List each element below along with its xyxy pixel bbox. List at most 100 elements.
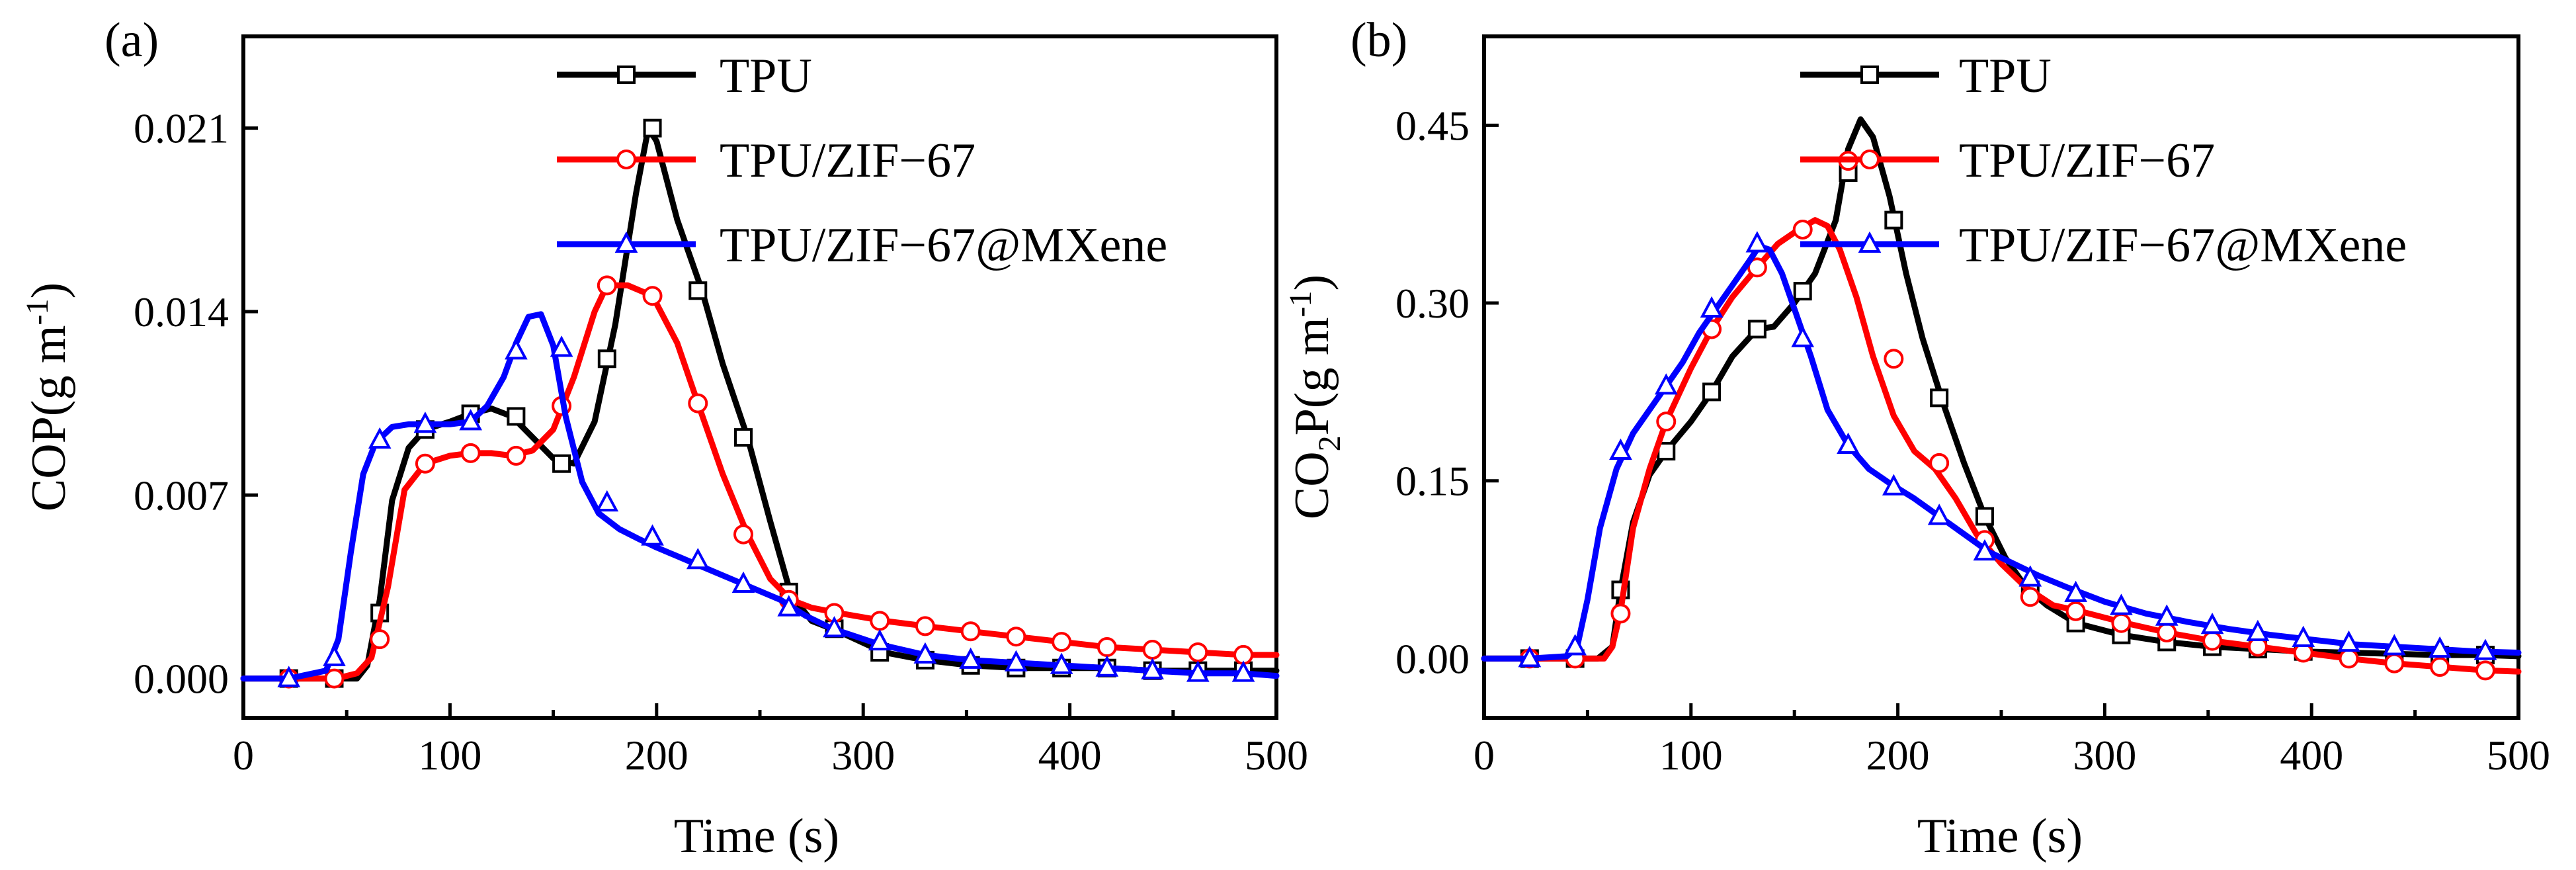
data-point xyxy=(1188,642,1208,662)
data-point xyxy=(368,427,392,449)
data-point xyxy=(507,407,526,426)
data-point xyxy=(2064,580,2087,602)
x-tick-label: 400 xyxy=(1038,732,1102,779)
data-point xyxy=(370,629,390,650)
data-point xyxy=(733,524,754,544)
legend-label: TPU xyxy=(1959,49,2052,103)
x-tick-label: 200 xyxy=(625,732,688,779)
data-point xyxy=(870,611,890,631)
y-axis-label-sup: -1 xyxy=(1283,291,1318,318)
series-line xyxy=(1481,116,2522,662)
x-tick-label: 0 xyxy=(1474,732,1495,779)
data-point xyxy=(595,490,619,512)
y-tick-label: 0.007 xyxy=(134,472,229,519)
data-point xyxy=(2157,623,2177,643)
data-point xyxy=(2339,648,2359,669)
y-axis-label-sub: 2 xyxy=(1312,435,1347,451)
series-triangle xyxy=(240,311,1280,687)
x-tick-label: 500 xyxy=(1245,732,1308,779)
data-point xyxy=(1050,652,1073,674)
legend-marker xyxy=(617,65,636,84)
y-axis-label-tail: ) xyxy=(1285,275,1339,291)
data-point xyxy=(1973,539,1997,561)
y-axis-label-sup: -1 xyxy=(20,299,55,326)
data-point xyxy=(2202,631,2223,651)
x-tick-label: 100 xyxy=(1659,732,1723,779)
data-point xyxy=(323,644,346,666)
data-point xyxy=(1563,634,1587,656)
data-point xyxy=(2018,565,2042,587)
data-point xyxy=(1006,627,1026,647)
x-tick-label: 100 xyxy=(418,732,481,779)
data-point xyxy=(2020,587,2040,607)
legend-marker xyxy=(616,150,636,169)
x-axis-label: Time (s) xyxy=(1917,809,2083,863)
data-point xyxy=(2382,634,2406,656)
series-triangle xyxy=(1481,231,2522,668)
data-point xyxy=(552,454,571,473)
y-tick-label: 0.000 xyxy=(134,656,229,703)
data-point xyxy=(1141,658,1164,679)
data-point xyxy=(1610,603,1631,624)
y-axis-label-base: COP(g m xyxy=(22,325,76,511)
legend-entry: TPU xyxy=(557,49,812,103)
data-point xyxy=(1186,660,1210,682)
legend-entry: TPU/ZIF−67 xyxy=(1800,134,2215,188)
data-point xyxy=(2428,636,2452,658)
data-point xyxy=(1882,474,1905,496)
series-square xyxy=(1481,116,2522,668)
data-point xyxy=(1927,503,1951,525)
data-point xyxy=(2473,638,2497,660)
data-point xyxy=(413,412,437,433)
x-tick-label: 300 xyxy=(2073,732,2136,779)
x-tick-label: 0 xyxy=(233,732,254,779)
data-point xyxy=(1884,349,1904,369)
legend-label: TPU/ZIF−67@MXene xyxy=(720,218,1167,273)
data-point xyxy=(1656,412,1677,432)
x-tick-label: 300 xyxy=(831,732,895,779)
data-point xyxy=(1791,326,1815,347)
x-tick-label: 400 xyxy=(2280,732,2343,779)
data-point xyxy=(2110,593,2133,615)
series-line xyxy=(240,125,1280,682)
data-point xyxy=(1745,231,1769,253)
data-point xyxy=(1700,296,1724,318)
legend-label: TPU/ZIF−67@MXene xyxy=(1959,218,2407,273)
series-square xyxy=(240,118,1280,688)
legend-entry: TPU/ZIF−67 xyxy=(557,134,976,188)
data-point xyxy=(2246,619,2270,642)
legend-marker xyxy=(1858,231,1882,253)
axes: 0 100 200 300 400 500 0.000 0.007 0.014 0.021 xyxy=(134,34,1308,779)
x-axis-label: Time (s) xyxy=(674,809,839,863)
data-point xyxy=(505,338,528,360)
axes: 0 100 200 300 400 500 0.00 0.15 0.30 0.45 xyxy=(1395,34,2550,779)
data-point xyxy=(277,666,301,687)
data-point xyxy=(1518,646,1542,668)
data-point xyxy=(1930,388,1949,408)
data-point xyxy=(1837,432,1860,454)
data-point xyxy=(959,647,982,669)
data-point xyxy=(1747,257,1767,278)
legend-marker xyxy=(1860,65,1879,84)
series-line xyxy=(1481,243,2522,662)
data-point xyxy=(2155,604,2179,626)
data-point xyxy=(868,629,892,651)
data-point xyxy=(2337,630,2360,652)
data-point xyxy=(1793,282,1812,301)
data-point xyxy=(1005,650,1028,672)
data-point xyxy=(2384,653,2405,674)
data-point xyxy=(597,349,616,369)
panel-a: (a) Time (s) COP(g m-1) 0 100 200 300 400 500… xyxy=(20,13,1308,863)
series-layer xyxy=(240,118,1280,689)
y-axis-label-mid: P(g m xyxy=(1285,317,1339,435)
data-point xyxy=(1654,373,1678,395)
data-point xyxy=(550,335,573,357)
x-tick-label: 500 xyxy=(2487,732,2550,779)
data-point xyxy=(823,616,846,638)
legend: TPU TPU/ZIF−67 TPU/ZIF−67@MXene xyxy=(557,49,1167,273)
panel-label: (a) xyxy=(104,13,159,67)
data-point xyxy=(1702,382,1722,402)
panel-b: (b) Time (s) CO2P(g m-1) 0 100 200 300 400 50… xyxy=(1283,13,2550,863)
data-point xyxy=(1929,453,1950,473)
